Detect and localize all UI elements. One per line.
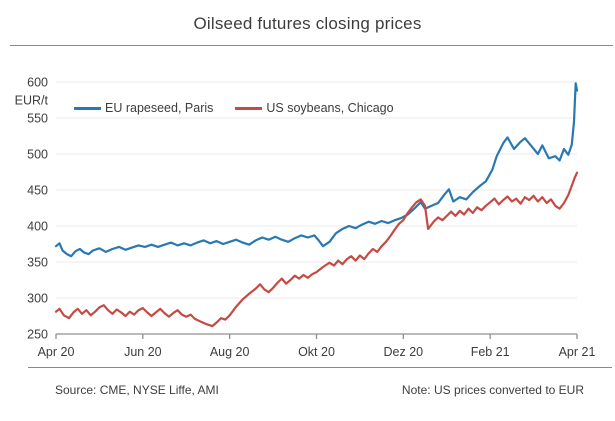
source-note: Source: CME, NYSE Liffe, AMI (55, 383, 219, 397)
footer-divider (28, 367, 612, 368)
y-tick-label-550: 550 (27, 112, 48, 126)
series-line-soybeans (54, 171, 579, 328)
legend-label-soybeans: US soybeans, Chicago (266, 101, 394, 115)
y-tick-label-600: 600 (27, 76, 48, 90)
x-tick-label-5: Feb 21 (471, 345, 510, 359)
y-tick-label-500: 500 (27, 148, 48, 162)
title-divider (10, 45, 613, 46)
y-tick-label-300: 300 (27, 292, 48, 306)
legend-label-rapeseed: EU rapeseed, Paris (105, 101, 214, 115)
legend-item-rapeseed: EU rapeseed, Paris (74, 101, 213, 115)
y-tick-label-400: 400 (27, 220, 48, 234)
x-tick-label-2: Aug 20 (210, 345, 250, 359)
conversion-note: Note: US prices converted to EUR (401, 383, 584, 397)
y-axis-unit-label: EUR/t (15, 94, 49, 108)
y-tick-label-350: 350 (27, 256, 48, 270)
soybeans-line-swatch (235, 106, 263, 110)
chart-title: Oilseed futures closing prices (193, 14, 422, 33)
y-tick-label-250: 250 (27, 328, 48, 342)
x-tick-label-6: Apr 21 (559, 345, 596, 359)
x-tick-label-0: Apr 20 (38, 345, 75, 359)
series-line-rapeseed (54, 82, 579, 258)
x-tick-label-4: Dez 20 (384, 345, 424, 359)
x-tick-label-1: Jun 20 (124, 345, 162, 359)
rapeseed-line-swatch (74, 106, 101, 110)
y-tick-label-450: 450 (27, 184, 48, 198)
chart-legend: EU rapeseed, Paris US soybeans, Chicago (74, 101, 394, 115)
legend-item-soybeans: US soybeans, Chicago (235, 101, 394, 115)
price-chart: 250 300 350 400 450 500 550 600 EUR/t Apr 20 Jun 2… (15, 76, 596, 360)
x-tick-label-3: Okt 20 (298, 345, 335, 359)
